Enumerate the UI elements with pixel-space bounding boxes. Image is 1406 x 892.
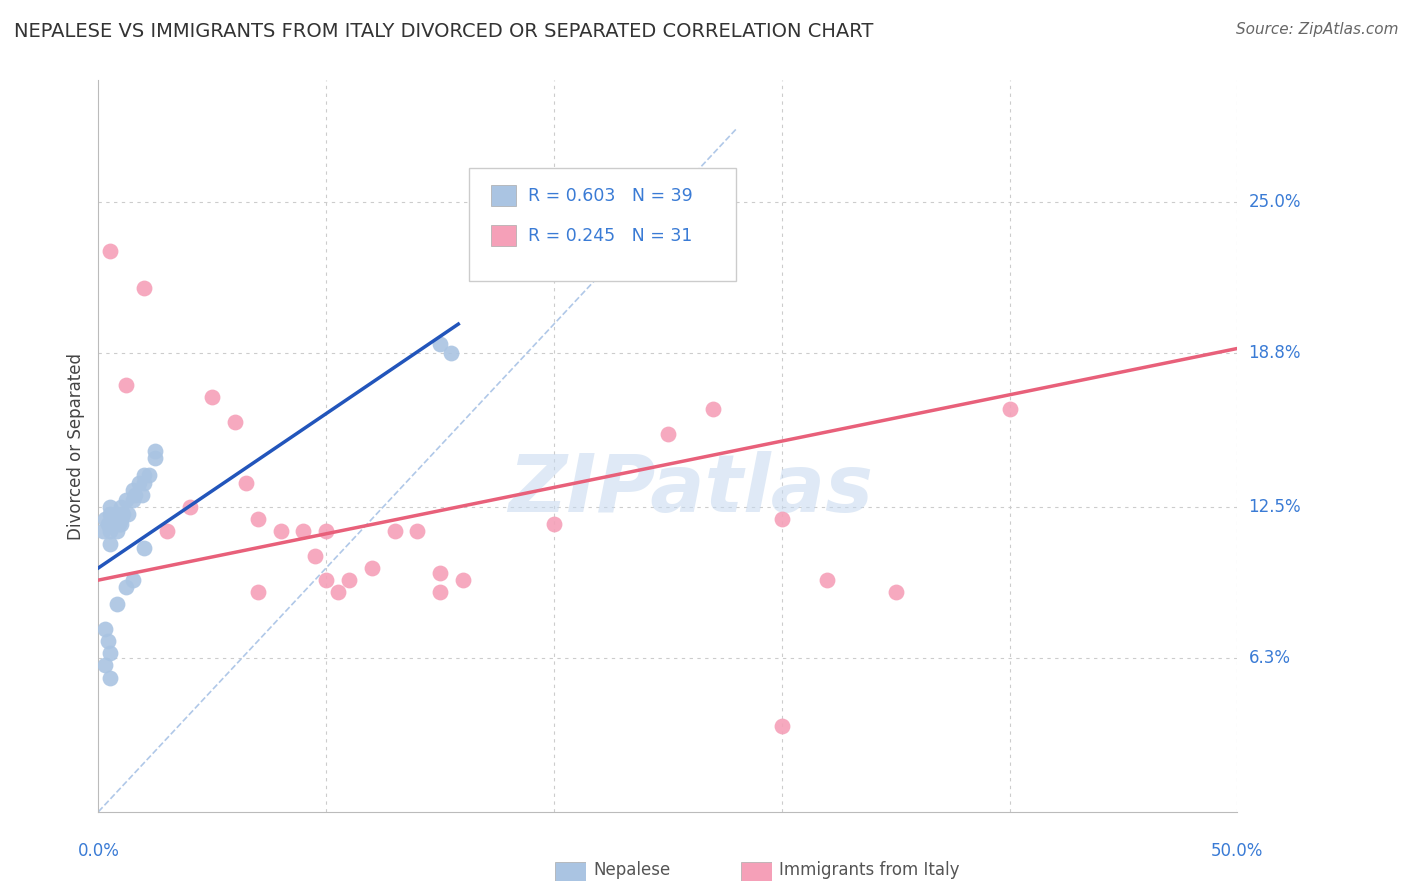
Point [145,443,167,458]
Y-axis label: Divorced or Separated: Divorced or Separated [67,352,86,540]
Text: 50.0%: 50.0% [1211,842,1264,860]
Point [114,581,136,595]
Point [315,524,337,539]
Point [121,483,143,497]
Point [429,585,451,599]
Point [98,508,121,522]
Point [304,549,326,563]
Point [224,415,246,429]
Point [98,500,121,514]
Point [440,346,463,360]
Point [406,524,429,539]
Text: NEPALESE VS IMMIGRANTS FROM ITALY DIVORCED OR SEPARATED CORRELATION CHART: NEPALESE VS IMMIGRANTS FROM ITALY DIVORC… [14,22,873,41]
Point [270,524,292,539]
Point [337,573,360,587]
Point [246,585,269,599]
Point [114,378,136,392]
Point [98,671,121,685]
Point [179,500,201,514]
Point [360,561,382,575]
Point [98,244,121,258]
Point [112,508,135,522]
Point [702,402,724,417]
Point [384,524,406,539]
Point [315,573,337,587]
Point [156,524,179,539]
Point [235,475,257,490]
Point [94,512,117,526]
Text: 18.8%: 18.8% [1249,344,1301,362]
Point [201,390,224,404]
Point [543,516,565,531]
Text: R = 0.245   N = 31: R = 0.245 N = 31 [527,227,692,245]
Point [429,336,451,351]
Point [657,426,679,441]
Point [128,475,150,490]
Text: Immigrants from Italy: Immigrants from Italy [779,861,959,879]
Text: 6.3%: 6.3% [1249,649,1291,667]
Point [429,566,451,580]
Point [105,524,128,539]
Point [98,524,121,539]
Point [998,402,1021,417]
Point [884,585,907,599]
Point [145,451,167,466]
Point [770,719,793,733]
Text: 12.5%: 12.5% [1249,498,1301,516]
Point [110,516,132,531]
Point [451,573,474,587]
Point [138,468,160,483]
Point [96,634,118,648]
FancyBboxPatch shape [491,226,516,246]
Point [132,541,155,556]
Point [98,646,121,660]
Point [105,598,128,612]
Point [132,475,155,490]
Point [108,516,131,531]
Point [246,512,269,526]
Point [770,512,793,526]
Point [105,508,128,522]
Point [98,536,121,550]
Point [96,516,118,531]
Point [132,280,155,294]
Point [114,492,136,507]
Point [101,516,124,531]
Point [131,488,153,502]
Text: Nepalese: Nepalese [593,861,671,879]
Point [292,524,315,539]
Point [91,524,114,539]
Point [94,622,117,636]
Text: 25.0%: 25.0% [1249,194,1301,211]
Point [103,512,125,526]
FancyBboxPatch shape [468,168,737,282]
Point [110,512,132,526]
Point [94,658,117,673]
Text: 0.0%: 0.0% [77,842,120,860]
Text: ZIPatlas: ZIPatlas [508,450,873,529]
Point [117,508,139,522]
Point [132,468,155,483]
Point [121,492,143,507]
Point [110,500,132,514]
FancyBboxPatch shape [491,186,516,206]
Text: Source: ZipAtlas.com: Source: ZipAtlas.com [1236,22,1399,37]
Point [326,585,349,599]
Point [121,573,143,587]
Point [815,573,838,587]
Text: R = 0.603   N = 39: R = 0.603 N = 39 [527,186,693,204]
Point [124,488,146,502]
